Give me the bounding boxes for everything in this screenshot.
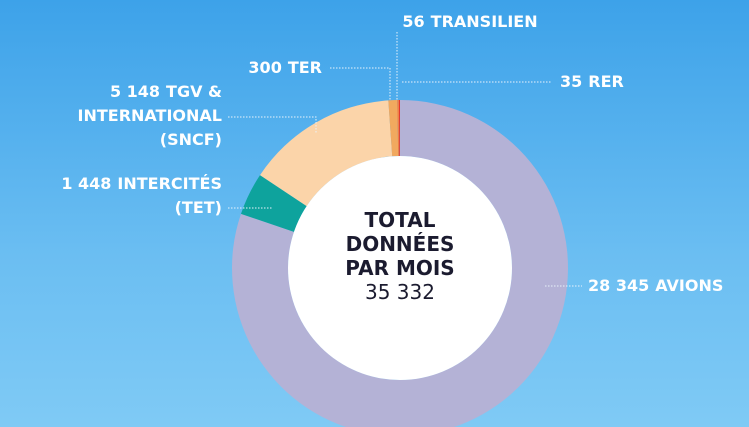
category-label: TGV & INTERNATIONAL (SNCF) [77, 82, 222, 149]
slice-label: 56 TRANSILIEN [380, 10, 560, 34]
donut-hole [288, 156, 512, 380]
center-label: TOTAL DONNÉES PAR MOIS 35 332 [300, 208, 500, 304]
donut-slice [388, 100, 399, 157]
donut-slice [398, 100, 400, 157]
value-label: 5 148 [109, 82, 161, 101]
slice-label: 35 RER [560, 70, 680, 94]
center-title: DONNÉES [345, 232, 455, 256]
slice-label: 1 448 INTERCITÉS (TET) [10, 172, 222, 220]
category-label: TRANSILIEN [430, 12, 538, 31]
leader-line [330, 67, 391, 100]
value-label: 300 [248, 58, 282, 77]
value-label: 1 448 [61, 174, 112, 193]
center-title: TOTAL [364, 208, 436, 232]
donut-slice [240, 175, 307, 232]
category-label: TER [287, 58, 322, 77]
value-label: 35 [560, 72, 583, 91]
category-label: RER [588, 72, 624, 91]
category-label: AVIONS [655, 276, 724, 295]
donut-slice [260, 100, 393, 207]
center-title: PAR MOIS [345, 256, 455, 280]
slice-label: 5 148 TGV & INTERNATIONAL (SNCF) [10, 80, 222, 152]
center-total: 35 332 [365, 280, 435, 304]
donut-slice [397, 100, 400, 157]
leader-line [228, 116, 317, 134]
value-label: 28 345 [588, 276, 650, 295]
slice-label: 300 TER [200, 56, 322, 80]
category-label: INTERCITÉS (TET) [117, 174, 222, 217]
value-label: 56 [402, 12, 425, 31]
slice-label: 28 345 AVIONS [588, 274, 748, 298]
donut-slice [232, 100, 568, 427]
